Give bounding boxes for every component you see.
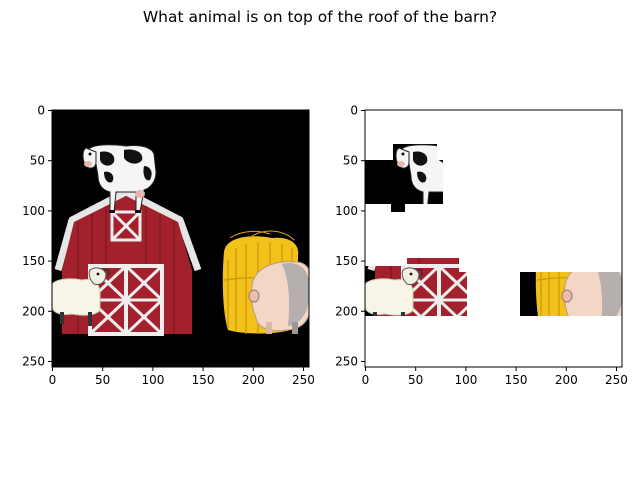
left-xtick-label: 50 — [95, 373, 110, 387]
right-ticks: 0 50 100 150 200 250 0 50 100 150 200 250 — [335, 104, 628, 387]
right-xtick-label: 50 — [408, 373, 423, 387]
figure-title: What animal is on top of the roof of the… — [143, 8, 497, 26]
right-ytick-label: 0 — [350, 104, 358, 118]
left-ticks: 0 50 100 150 200 250 0 50 100 150 200 250 — [22, 104, 315, 387]
right-axes-frame — [364, 109, 623, 368]
right-xtick-label: 100 — [454, 373, 477, 387]
right-ytick-label: 150 — [335, 254, 358, 268]
left-ytick-label: 0 — [37, 104, 45, 118]
hay-pig-patch — [520, 272, 622, 316]
right-xtick-label: 200 — [555, 373, 578, 387]
right-image — [365, 110, 622, 367]
left-xtick-label: 250 — [292, 373, 315, 387]
left-ytick-label: 250 — [22, 354, 45, 368]
right-xtick-label: 150 — [505, 373, 528, 387]
left-ytick-label: 200 — [22, 304, 45, 318]
left-xtick-label: 200 — [242, 373, 265, 387]
left-axes-frame — [51, 109, 310, 368]
right-xtick-label: 0 — [362, 373, 370, 387]
right-ytick-label: 50 — [343, 154, 358, 168]
left-ytick-label: 50 — [30, 154, 45, 168]
right-xtick-label: 250 — [605, 373, 628, 387]
left-xtick-label: 100 — [141, 373, 164, 387]
pig — [248, 261, 309, 335]
right-ytick-label: 200 — [335, 304, 358, 318]
sheep-barn-patch — [365, 258, 467, 316]
right-ytick-label: 100 — [335, 204, 358, 218]
left-image — [52, 110, 309, 367]
left-xtick-label: 150 — [192, 373, 215, 387]
right-axes: 0 50 100 150 200 250 0 50 100 150 200 250 — [335, 104, 628, 387]
left-ytick-label: 100 — [22, 204, 45, 218]
left-xtick-label: 0 — [49, 373, 57, 387]
left-axes: 0 50 100 150 200 250 0 50 100 150 200 250 — [22, 104, 315, 387]
left-ytick-label: 150 — [22, 254, 45, 268]
right-ytick-label: 250 — [335, 354, 358, 368]
